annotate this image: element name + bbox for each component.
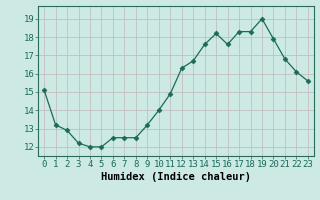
X-axis label: Humidex (Indice chaleur): Humidex (Indice chaleur) xyxy=(101,172,251,182)
